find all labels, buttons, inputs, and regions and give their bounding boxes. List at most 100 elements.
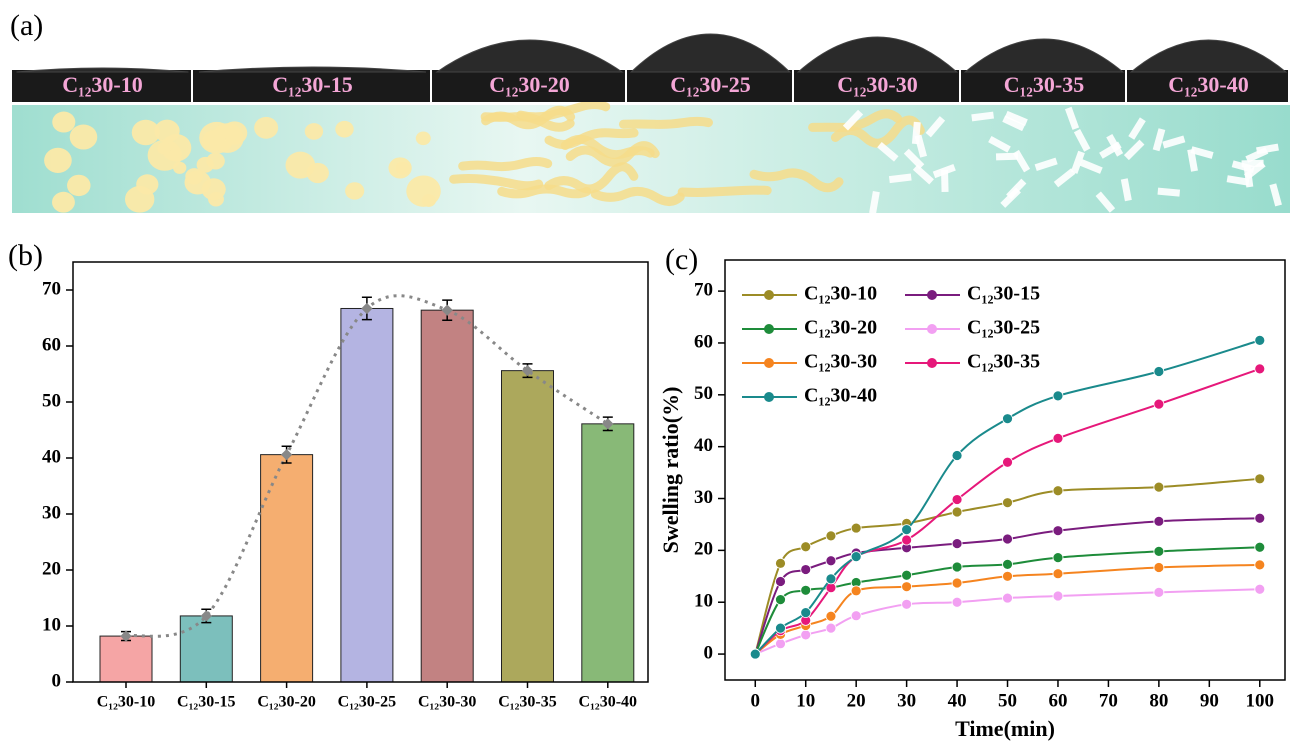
point xyxy=(1003,498,1013,508)
point xyxy=(1154,587,1164,597)
point xyxy=(1255,513,1265,523)
micelle xyxy=(157,142,171,154)
sample-label: C₁₂30-10 xyxy=(62,72,142,97)
y-tick-label: 10 xyxy=(694,591,713,612)
bar xyxy=(502,371,554,682)
sample-label: C₁₂30-25 xyxy=(670,72,750,97)
droplet xyxy=(965,39,1123,72)
micelle xyxy=(202,178,226,200)
point xyxy=(1053,569,1063,579)
point xyxy=(1255,364,1265,374)
bar xyxy=(341,308,393,682)
point xyxy=(1154,482,1164,492)
point xyxy=(851,523,861,533)
legend-marker xyxy=(764,358,774,368)
panel-label: (a) xyxy=(10,9,43,42)
point xyxy=(1255,335,1265,345)
x-tick-label: 70 xyxy=(1099,690,1118,711)
x-tick-label: 90 xyxy=(1200,690,1219,711)
sample-label: C₁₂30-15 xyxy=(272,72,352,97)
bar xyxy=(582,424,634,682)
micelle xyxy=(416,131,431,145)
point xyxy=(1255,542,1265,552)
point xyxy=(1053,391,1063,401)
y-tick-label: 50 xyxy=(694,383,713,404)
point xyxy=(826,556,836,566)
bar xyxy=(421,310,473,682)
point xyxy=(750,649,760,659)
worm xyxy=(623,121,708,124)
point xyxy=(1255,584,1265,594)
micelle xyxy=(254,117,278,139)
point xyxy=(775,558,785,568)
droplet xyxy=(631,34,790,72)
point xyxy=(801,630,811,640)
legend-marker xyxy=(764,392,774,402)
point xyxy=(1053,591,1063,601)
bar xyxy=(100,636,152,682)
point xyxy=(1053,486,1063,496)
point xyxy=(826,623,836,633)
point xyxy=(826,531,836,541)
droplet xyxy=(1131,40,1286,72)
panel-label: (c) xyxy=(665,243,698,276)
point xyxy=(1003,414,1013,424)
x-tick-label: 80 xyxy=(1149,690,1168,711)
legend-label: C₁₂30-40 xyxy=(804,385,877,407)
micelle xyxy=(44,148,72,173)
x-tick-label: C₁₂30-40 xyxy=(579,694,637,711)
micelle xyxy=(52,192,75,213)
point xyxy=(1154,516,1164,526)
legend-marker xyxy=(927,324,937,334)
x-tick-label: C₁₂30-25 xyxy=(338,694,396,711)
x-tick-label: C₁₂30-20 xyxy=(257,694,315,711)
point xyxy=(1154,399,1164,409)
y-tick-label: 50 xyxy=(42,390,61,411)
point xyxy=(801,585,811,595)
y-tick-label: 40 xyxy=(42,446,61,467)
micelle xyxy=(305,123,323,140)
x-tick-label: C₁₂30-30 xyxy=(418,694,476,711)
point xyxy=(1003,457,1013,467)
legend-label: C₁₂30-35 xyxy=(967,351,1040,373)
point xyxy=(952,450,962,460)
worm xyxy=(463,161,548,166)
y-tick-label: 70 xyxy=(694,279,713,300)
y-tick-label: 40 xyxy=(694,435,713,456)
micelle xyxy=(345,182,364,199)
micelle xyxy=(202,130,225,151)
bar xyxy=(180,616,232,682)
x-tick-label: C₁₂30-35 xyxy=(498,694,556,711)
micelle xyxy=(125,186,154,213)
y-tick-label: 60 xyxy=(694,331,713,352)
micelle xyxy=(173,162,186,174)
y-tick-label: 30 xyxy=(694,487,713,508)
point xyxy=(1154,366,1164,376)
point xyxy=(952,578,962,588)
legend-label: C₁₂30-20 xyxy=(804,317,877,339)
point xyxy=(775,639,785,649)
y-tick-label: 70 xyxy=(42,278,61,299)
point xyxy=(952,539,962,549)
micelle xyxy=(185,168,203,184)
point xyxy=(801,565,811,575)
point xyxy=(1003,571,1013,581)
point xyxy=(1255,560,1265,570)
x-tick-label: 20 xyxy=(847,690,866,711)
legend-label: C₁₂30-25 xyxy=(967,317,1040,339)
point xyxy=(952,597,962,607)
x-tick-label: 30 xyxy=(897,690,916,711)
point xyxy=(1255,474,1265,484)
point xyxy=(902,570,912,580)
sample-label: C₁₂30-20 xyxy=(489,72,569,97)
worm xyxy=(502,189,587,194)
x-tick-label: 50 xyxy=(998,690,1017,711)
figure: (a) C₁₂30-10 C₁₂30-15 C₁₂30-20 C₁₂30-25 C₁₂3… xyxy=(0,0,1290,745)
sample-label: C₁₂30-40 xyxy=(1168,72,1248,97)
point xyxy=(1003,559,1013,569)
micelle xyxy=(52,112,75,133)
point xyxy=(1154,546,1164,556)
micelle xyxy=(67,175,91,196)
point xyxy=(775,595,785,605)
point xyxy=(851,611,861,621)
